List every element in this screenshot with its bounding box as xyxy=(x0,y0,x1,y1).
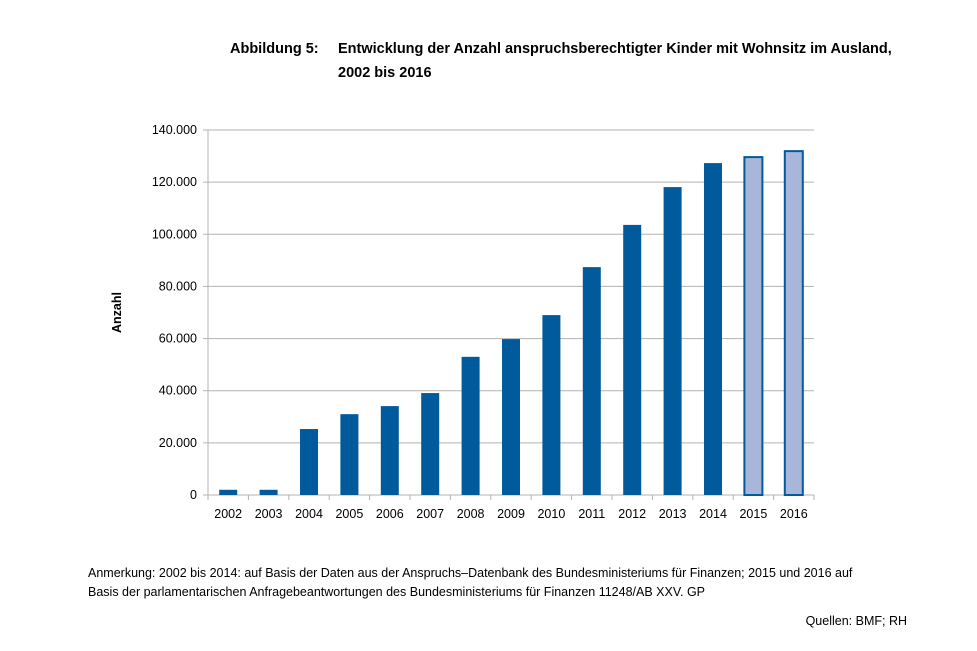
bar-2014 xyxy=(704,163,722,495)
y-tick-label: 60.000 xyxy=(159,332,197,346)
y-tick-label: 120.000 xyxy=(152,175,197,189)
x-tick-label: 2011 xyxy=(578,507,605,521)
x-tick-label: 2004 xyxy=(295,507,323,521)
bar-2004 xyxy=(300,429,318,495)
x-tick-label: 2006 xyxy=(376,507,404,521)
x-tick-label: 2010 xyxy=(537,507,565,521)
bar-2006 xyxy=(380,406,399,495)
x-tick-label: 2016 xyxy=(780,507,808,521)
x-tick-label: 2003 xyxy=(255,507,283,521)
note-line1: Anmerkung: 2002 bis 2014: auf Basis der … xyxy=(88,566,853,580)
bar-2003 xyxy=(259,489,278,495)
y-tick-label: 100.000 xyxy=(152,227,197,241)
note-line2: Basis der parlamentarischen Anfragebeant… xyxy=(88,585,706,599)
chart-title: Entwicklung der Anzahl anspruchsberechti… xyxy=(338,41,892,57)
bar-2012 xyxy=(623,224,642,495)
chart-title-line2: 2002 bis 2016 xyxy=(338,65,432,81)
y-tick-label: 80.000 xyxy=(159,279,197,293)
bar-2015 xyxy=(743,156,764,496)
bar-2005 xyxy=(340,414,359,495)
bar-2002 xyxy=(219,489,238,495)
x-tick-label: 2013 xyxy=(659,507,687,521)
x-tick-label: 2015 xyxy=(739,507,767,521)
x-tick-label: 2012 xyxy=(618,507,646,521)
bar-2010 xyxy=(542,315,561,495)
x-tick-label: 2005 xyxy=(335,507,363,521)
y-tick-label: 20.000 xyxy=(159,436,197,450)
bar-2016 xyxy=(783,150,804,496)
figure-label: Abbildung 5: xyxy=(230,41,319,57)
x-tick-label: 2009 xyxy=(497,507,525,521)
bar-2011 xyxy=(582,267,601,495)
y-tick-label: 140.000 xyxy=(152,123,197,137)
sources: Quellen: BMF; RH xyxy=(805,614,907,628)
y-tick-label: 40.000 xyxy=(159,384,197,398)
x-tick-label: 2002 xyxy=(214,507,242,521)
y-tick-label: 0 xyxy=(190,488,197,502)
bar-2013 xyxy=(663,187,682,495)
x-tick-label: 2014 xyxy=(699,507,727,521)
x-tick-label: 2007 xyxy=(416,507,444,521)
bar-2008 xyxy=(461,356,480,495)
x-tick-label: 2008 xyxy=(457,507,485,521)
bar-2009 xyxy=(502,339,520,495)
y-axis-label: Anzahl xyxy=(110,292,124,333)
bar-2007 xyxy=(421,393,440,495)
